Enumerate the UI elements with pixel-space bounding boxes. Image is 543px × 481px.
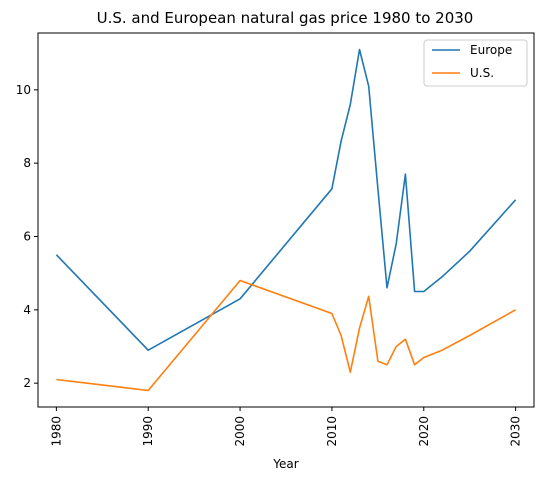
x-axis-label: Year [272,457,298,471]
y-tick-label: 4 [23,303,31,317]
y-axis: 2 4 6 8 10 [16,83,38,390]
y-tick-label: 8 [23,156,31,170]
x-tick-label: 1990 [141,416,155,447]
legend: Europe U.S. [423,39,528,87]
series-group [55,48,517,392]
y-tick-label: 6 [23,230,31,244]
y-tick-label: 10 [16,83,31,97]
y-tick-label: 2 [23,376,31,390]
x-tick-label: 2030 [509,416,523,447]
x-tick-label: 2010 [325,416,339,447]
x-tick-label: 2000 [233,416,247,447]
x-axis: 1980 1990 2000 2010 2020 2030 [49,407,523,447]
legend-box [423,39,528,87]
x-tick-label: 1980 [49,416,63,447]
x-tick-label: 2020 [417,416,431,447]
series-line-europe [55,48,517,352]
legend-label: U.S. [470,66,494,80]
legend-label: Europe [470,43,512,57]
plot-frame [37,32,535,408]
chart-title: U.S. and European natural gas price 1980… [97,9,474,27]
series-line-u-s [56,279,516,392]
